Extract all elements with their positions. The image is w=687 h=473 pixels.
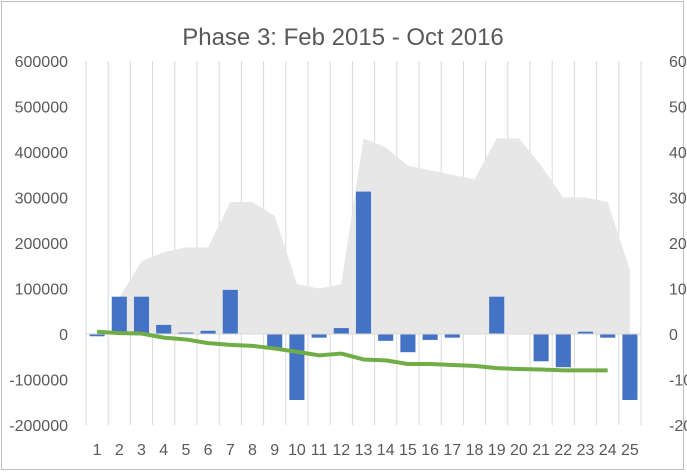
bar-25 (622, 334, 638, 400)
category-tick-label: 1 (93, 442, 102, 459)
x-axis: 1 2 3 4 5 6 7 8 9 10 11 12 13 14 15 16 17 18 19 20 21 22 23 24 2… (93, 442, 639, 459)
category-tick-label: 16 (421, 442, 439, 459)
bar-16 (422, 334, 438, 340)
category-tick-label: 21 (532, 442, 550, 459)
bar-22 (555, 334, 571, 368)
category-tick-label: 23 (577, 442, 595, 459)
category-tick-label: 25 (621, 442, 639, 459)
secondary-tick-label: -20 (669, 418, 687, 435)
secondary-y-axis: 60 50 40 30 20 10 0 -10 -20 (669, 54, 687, 435)
bar-4 (156, 324, 172, 334)
secondary-tick-label: 50 (669, 100, 687, 117)
line-series (96, 329, 608, 373)
category-tick-label: 3 (137, 442, 146, 459)
category-tick-label: 24 (599, 442, 617, 459)
secondary-tick-label: 20 (669, 236, 687, 253)
category-tick-label: 18 (466, 442, 484, 459)
category-tick-label: 9 (270, 442, 279, 459)
bar-17 (444, 334, 460, 338)
category-tick-label: 12 (332, 442, 350, 459)
bar-21 (533, 334, 549, 362)
secondary-tick-label: 10 (669, 282, 687, 299)
primary-y-axis: 600000 500000 400000 300000 200000 100000 0 -10… (9, 54, 68, 435)
line-path (96, 329, 608, 373)
primary-tick-label: 300000 (15, 191, 68, 208)
area-series (119, 138, 630, 334)
bar-11 (311, 334, 327, 338)
bar-10 (289, 334, 305, 400)
primary-tick-label: 200000 (15, 236, 68, 253)
category-tick-label: 8 (248, 442, 257, 459)
bar-1 (89, 334, 105, 337)
category-tick-label: 2 (115, 442, 124, 459)
bar-13 (355, 191, 372, 334)
bar-5 (178, 332, 194, 334)
category-tick-label: 5 (181, 442, 190, 459)
primary-tick-label: 600000 (15, 54, 68, 71)
category-tick-label: 10 (288, 442, 306, 459)
category-tick-label: 4 (159, 442, 168, 459)
category-tick-label: 20 (510, 442, 528, 459)
category-tick-label: 15 (399, 442, 417, 459)
category-tick-label: 13 (355, 442, 373, 459)
bar-24 (600, 334, 616, 338)
bar-7 (222, 289, 238, 334)
category-tick-label: 19 (488, 442, 506, 459)
chart-title: Phase 3: Feb 2015 - Oct 2016 (182, 24, 504, 51)
category-tick-label: 17 (443, 442, 461, 459)
bar-2 (111, 296, 127, 334)
bar-19 (489, 296, 505, 334)
category-tick-label: 7 (226, 442, 235, 459)
primary-tick-label: -100000 (9, 373, 68, 390)
category-tick-label: 22 (554, 442, 572, 459)
bar-12 (333, 328, 349, 334)
secondary-tick-label: 30 (669, 191, 687, 208)
primary-tick-label: -200000 (9, 418, 68, 435)
category-tick-label: 11 (311, 442, 328, 459)
bar-9 (267, 334, 283, 348)
bar-23 (577, 331, 594, 334)
area-fill (119, 138, 630, 334)
bar-15 (400, 334, 416, 353)
bar-6 (200, 330, 216, 334)
secondary-tick-label: 60 (669, 54, 687, 71)
bar-14 (378, 334, 394, 341)
primary-tick-label: 400000 (15, 145, 68, 162)
category-tick-label: 6 (204, 442, 213, 459)
primary-tick-label: 0 (59, 327, 68, 344)
secondary-tick-label: 40 (669, 145, 687, 162)
secondary-tick-label: 0 (669, 327, 678, 344)
primary-tick-label: 100000 (15, 282, 68, 299)
primary-tick-label: 500000 (15, 100, 68, 117)
bar-3 (133, 296, 150, 334)
category-tick-label: 14 (377, 442, 395, 459)
secondary-tick-label: -10 (669, 373, 687, 390)
